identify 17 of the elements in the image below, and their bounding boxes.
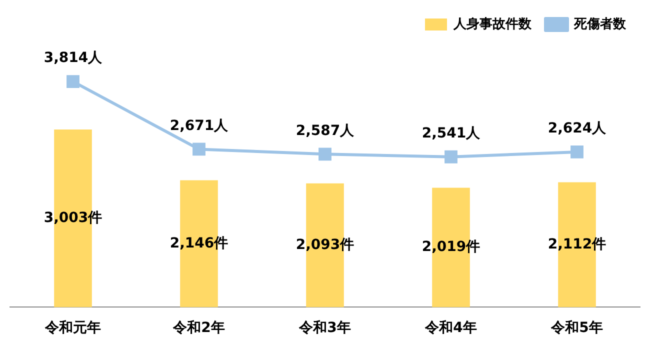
point: [192, 142, 206, 156]
point: [318, 148, 332, 161]
x-tick-label: 令和元年: [44, 320, 101, 336]
x-tick-label: 令和2年: [172, 320, 225, 336]
legend-label: 死傷者数: [573, 16, 627, 32]
point: [570, 146, 584, 158]
x-tick-label: 令和5年: [550, 320, 603, 336]
point: [66, 75, 80, 88]
data-label: 2,624人: [548, 120, 608, 137]
data-label: 3,814人: [44, 50, 104, 66]
data-label: 2,587人: [296, 122, 356, 139]
point: [444, 150, 458, 164]
data-label: 2,541人: [422, 126, 482, 142]
x-tick-label: 令和4年: [424, 320, 477, 336]
data-label: 2,671人: [170, 118, 230, 134]
legend-label: 人身事故件数: [452, 16, 532, 32]
x-tick-label: 令和3年: [298, 320, 351, 336]
